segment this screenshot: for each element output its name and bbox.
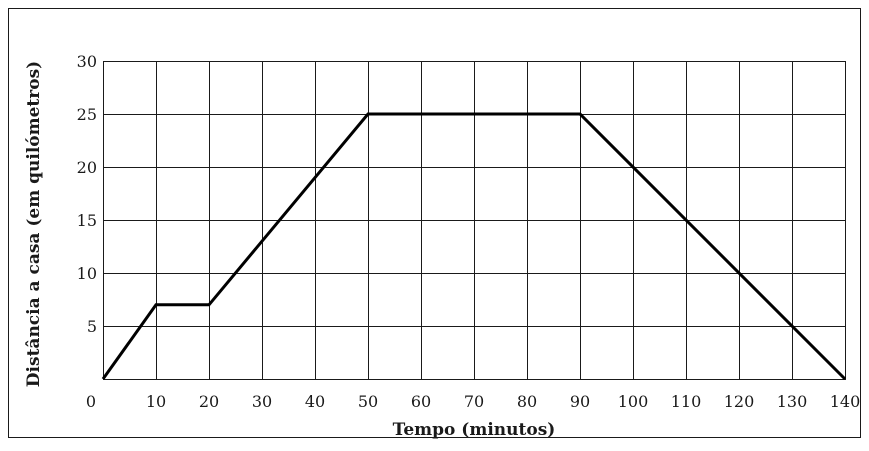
plot-area-border (103, 61, 846, 380)
figure-frame (8, 8, 861, 438)
series-line-0 (101, 112, 847, 381)
x-tick-label-110: 110 (671, 392, 702, 411)
x-tick-label-40: 40 (305, 392, 325, 411)
grid-layer (103, 61, 846, 380)
x-tick-label-30: 30 (252, 392, 272, 411)
y-tick-label-5: 5 (87, 317, 97, 336)
x-tick-label-130: 130 (777, 392, 808, 411)
x-tick-label-90: 90 (570, 392, 590, 411)
y-tick-label-30: 30 (77, 52, 97, 71)
x-tick-label-10: 10 (146, 392, 166, 411)
x-tick-label-140: 140 (830, 392, 861, 411)
x-tick-label-60: 60 (411, 392, 431, 411)
x-tick-label-20: 20 (199, 392, 219, 411)
tick-labels: 0 10 20 30 40 50 60 70 80 90 100 110 120 130 140 5 10 15 2… (77, 52, 861, 411)
series-layer (101, 112, 847, 381)
x-tick-label-80: 80 (517, 392, 537, 411)
y-axis-title: Distância a casa (em quilómetros) (24, 61, 44, 387)
y-tick-label-15: 15 (77, 211, 97, 230)
y-tick-label-25: 25 (77, 105, 97, 124)
y-tick-label-10: 10 (77, 264, 97, 283)
x-tick-label-50: 50 (358, 392, 378, 411)
x-tick-label-120: 120 (724, 392, 755, 411)
x-tick-label-70: 70 (464, 392, 484, 411)
x-tick-label-100: 100 (618, 392, 649, 411)
x-axis-title: Tempo (minutos) (393, 420, 556, 440)
y-tick-label-20: 20 (77, 158, 97, 177)
x-tick-label-0: 0 (86, 392, 96, 411)
